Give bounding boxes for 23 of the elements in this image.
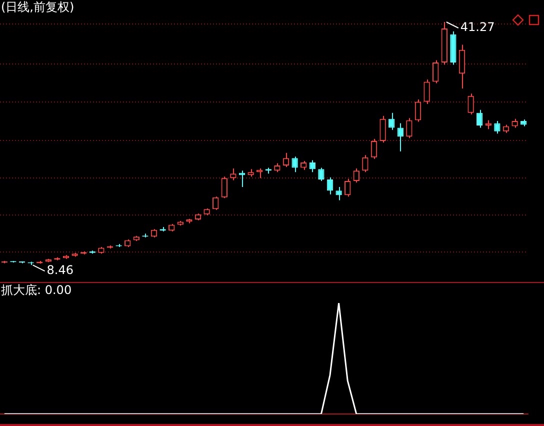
candlestick (230, 168, 236, 181)
candlestick (344, 178, 351, 198)
candlestick (476, 109, 483, 128)
chart-title: 抓大底: 0.00 (1, 283, 72, 298)
candlestick (414, 99, 422, 122)
candlestick (424, 79, 430, 104)
candlestick (380, 115, 386, 144)
candlestick (221, 176, 228, 199)
candlestick (432, 60, 439, 84)
candlestick (212, 196, 219, 210)
candlestick (406, 118, 412, 139)
candlestick (326, 176, 334, 195)
candlestick (353, 168, 360, 184)
candlestick (468, 93, 474, 115)
chart-title: (日线,前复权) (1, 0, 74, 14)
candlestick (318, 167, 324, 182)
candlestick (370, 138, 378, 160)
annotation: 8.46 (46, 263, 74, 278)
candlestick (397, 122, 404, 152)
candlestick (336, 186, 342, 201)
annotation: 41.27 (460, 20, 495, 34)
candlestick (458, 44, 466, 89)
candlestick (362, 154, 368, 173)
